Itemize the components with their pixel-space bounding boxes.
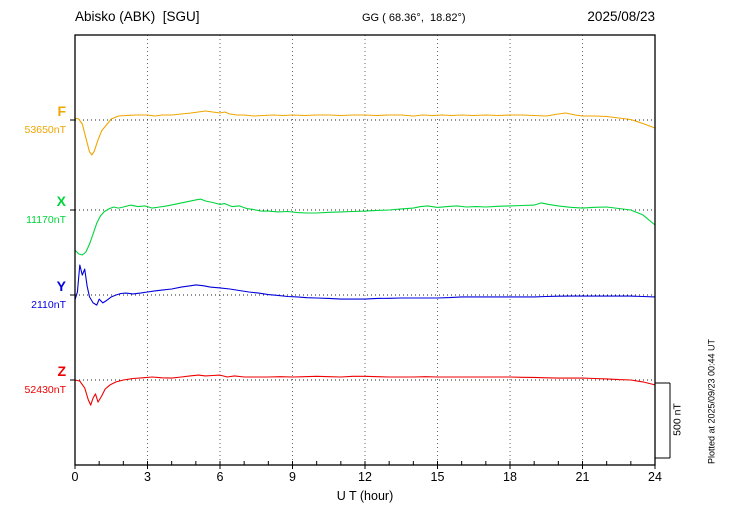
x-tick-label-3: 3 [144,470,151,484]
station-title: Abisko (ABK) [SGU] [75,9,200,24]
trace-Z [74,374,656,406]
plot-date: 2025/08/23 [587,9,655,24]
x-tick-label-6: 6 [216,470,224,484]
x-axis-label: U T (hour) [336,489,394,503]
series-label-Z: Z [57,363,66,379]
scale-bar-label: 500 nT [671,403,684,436]
x-tick-label-24: 24 [648,470,662,484]
geographic-coordinates: GG ( 68.36°, 18.82°) [362,12,466,24]
series-label-F: F [57,103,66,119]
series-baseline-value-X: 11170nT [26,214,66,226]
series-label-X: X [56,193,66,209]
x-tick-label-15: 15 [430,470,445,484]
plotted-timestamp-note: Plotted at 2025/09/23 00:44 UT [706,338,717,465]
x-tick-label-18: 18 [503,470,517,484]
trace-X [74,198,656,256]
trace-F [74,110,656,156]
series-baseline-value-Z: 52430nT [24,384,66,396]
x-tick-label-21: 21 [575,470,590,484]
plot-border [74,34,656,466]
trace-Y [74,264,656,306]
series-baseline-value-F: 53650nT [24,124,66,136]
series-label-Y: Y [56,278,66,294]
series-baseline-value-Y: 2110nT [31,299,66,311]
x-tick-label-9: 9 [289,470,296,484]
x-tick-label-12: 12 [358,470,372,484]
x-tick-label-0: 0 [71,470,79,484]
